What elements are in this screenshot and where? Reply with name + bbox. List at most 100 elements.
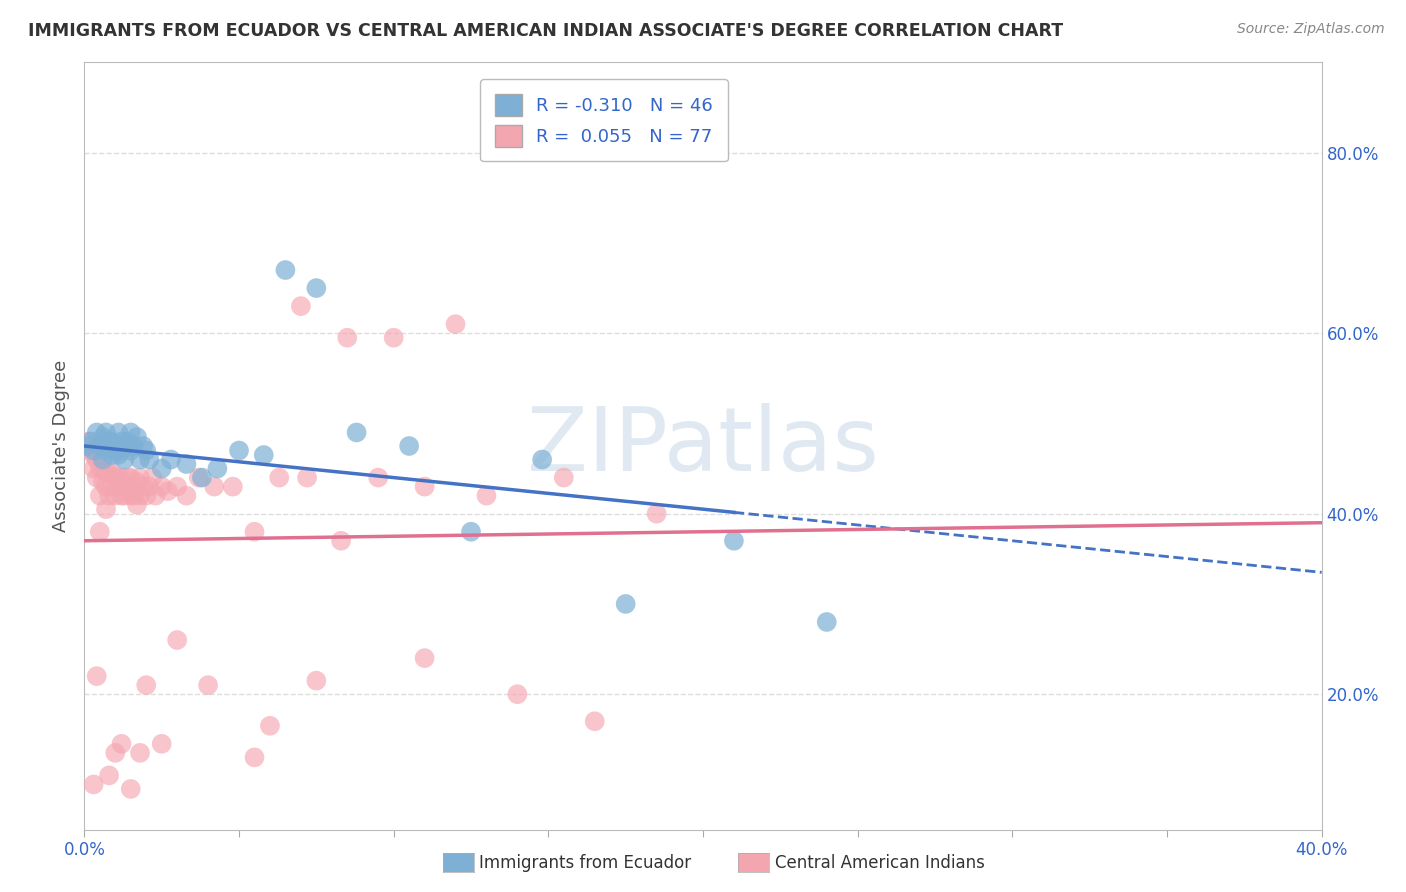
Point [444, 317, 467, 331]
Point [305, 673, 328, 688]
Point [197, 678, 219, 692]
Point [83, 461, 105, 475]
Point [76, 439, 98, 453]
Point [104, 470, 127, 484]
Point [259, 719, 281, 733]
Point [94, 502, 117, 516]
Legend: R = -0.310   N = 46, R =  0.055   N = 77: R = -0.310 N = 46, R = 0.055 N = 77 [481, 79, 727, 161]
Point [114, 452, 136, 467]
Point [222, 480, 245, 494]
Point [398, 439, 420, 453]
Point [191, 470, 214, 484]
Point [150, 461, 173, 475]
Point [122, 489, 145, 503]
Point [94, 480, 117, 494]
Point [98, 489, 121, 503]
Point [150, 480, 173, 494]
Point [166, 633, 188, 648]
Point [107, 448, 129, 462]
Point [122, 439, 145, 453]
Point [129, 470, 152, 484]
Point [104, 439, 127, 453]
Point [107, 470, 129, 484]
Point [94, 425, 117, 440]
Point [553, 470, 575, 484]
Text: Immigrants from Ecuador: Immigrants from Ecuador [479, 854, 692, 871]
Point [114, 439, 136, 453]
Point [305, 281, 328, 295]
Point [125, 498, 148, 512]
Point [91, 461, 114, 475]
Point [129, 489, 152, 503]
Text: IMMIGRANTS FROM ECUADOR VS CENTRAL AMERICAN INDIAN ASSOCIATE'S DEGREE CORRELATIO: IMMIGRANTS FROM ECUADOR VS CENTRAL AMERI… [28, 22, 1063, 40]
Point [89, 524, 111, 539]
Point [228, 443, 250, 458]
Point [89, 489, 111, 503]
Point [723, 533, 745, 548]
Point [382, 331, 405, 345]
Point [274, 263, 297, 277]
Point [101, 448, 124, 462]
Point [110, 443, 132, 458]
Point [76, 434, 98, 449]
Point [86, 452, 108, 467]
Point [79, 443, 101, 458]
Point [413, 480, 436, 494]
Point [243, 750, 266, 764]
Point [98, 466, 121, 480]
Point [132, 439, 155, 453]
Point [290, 299, 312, 313]
Point [125, 430, 148, 444]
Point [135, 443, 157, 458]
Point [89, 439, 111, 453]
Point [101, 480, 124, 494]
Point [117, 434, 139, 449]
Point [110, 737, 132, 751]
Point [86, 470, 108, 484]
Point [336, 331, 359, 345]
Point [207, 461, 229, 475]
Point [98, 768, 121, 782]
Point [91, 475, 114, 489]
Point [107, 425, 129, 440]
Point [83, 777, 105, 791]
Point [129, 452, 152, 467]
Point [98, 439, 121, 453]
Point [187, 470, 209, 484]
Point [156, 484, 179, 499]
Point [120, 470, 142, 484]
Point [101, 466, 124, 480]
Point [815, 615, 838, 629]
Point [506, 687, 529, 701]
Point [614, 597, 637, 611]
Point [145, 489, 167, 503]
Point [110, 434, 132, 449]
Point [135, 678, 157, 692]
Point [120, 443, 142, 458]
Point [129, 746, 152, 760]
Point [94, 466, 117, 480]
Text: ZIPatlas: ZIPatlas [527, 402, 879, 490]
Point [83, 443, 105, 458]
Point [89, 461, 111, 475]
Point [94, 443, 117, 458]
Point [114, 480, 136, 494]
Point [104, 746, 127, 760]
Point [110, 489, 132, 503]
Point [117, 470, 139, 484]
Point [101, 434, 124, 449]
Point [86, 669, 108, 683]
Y-axis label: Associate's Degree: Associate's Degree [52, 359, 70, 533]
Point [166, 480, 188, 494]
Point [91, 452, 114, 467]
Point [460, 524, 482, 539]
Point [295, 470, 318, 484]
Point [176, 489, 198, 503]
Point [114, 489, 136, 503]
Point [150, 737, 173, 751]
Point [104, 489, 127, 503]
Point [135, 489, 157, 503]
Point [120, 781, 142, 796]
Point [132, 480, 155, 494]
Point [531, 452, 554, 467]
